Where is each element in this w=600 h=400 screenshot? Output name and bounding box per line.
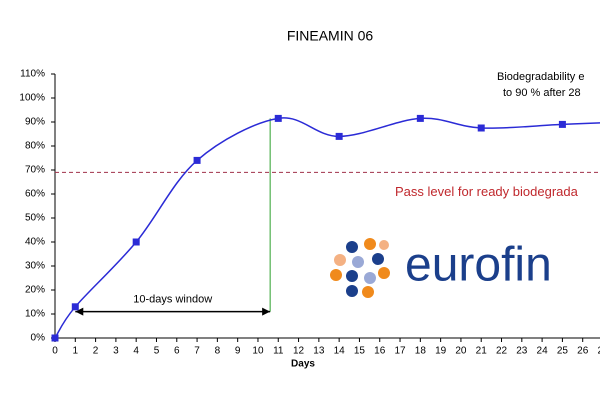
x-tick-label: 9 xyxy=(235,346,241,357)
x-tick-label: 2 xyxy=(93,346,99,357)
x-tick-label: 6 xyxy=(174,346,180,357)
y-tick-label: 10% xyxy=(25,309,45,320)
x-tick-label: 18 xyxy=(415,346,427,357)
pass-level-label: Pass level for ready biodegrada xyxy=(395,184,579,199)
logo-text: eurofin xyxy=(405,239,552,292)
y-tick-label: 20% xyxy=(25,285,45,296)
chart-title: FINEAMIN 06 xyxy=(287,28,374,44)
annotation: to 90 % after 28 xyxy=(503,87,581,99)
x-axis-label: Days xyxy=(291,359,315,370)
x-tick-label: 16 xyxy=(374,346,386,357)
x-tick-label: 13 xyxy=(313,346,325,357)
x-tick-label: 7 xyxy=(194,346,200,357)
y-tick-label: 100% xyxy=(19,93,45,104)
series-line xyxy=(54,117,600,339)
y-tick-label: 70% xyxy=(25,165,45,176)
x-tick-label: 26 xyxy=(577,346,589,357)
x-tick-label: 24 xyxy=(537,346,549,357)
window-label: 10-days window xyxy=(133,294,212,306)
data-point xyxy=(132,238,140,246)
x-tick-label: 27 xyxy=(597,346,600,357)
x-tick-label: 1 xyxy=(73,346,79,357)
y-tick-label: 50% xyxy=(25,213,45,224)
x-tick-label: 15 xyxy=(354,346,366,357)
data-point xyxy=(335,132,343,140)
data-point xyxy=(416,114,424,122)
x-tick-label: 3 xyxy=(113,346,119,357)
y-tick-label: 40% xyxy=(25,237,45,248)
x-tick-label: 10 xyxy=(252,346,264,357)
x-tick-label: 23 xyxy=(516,346,528,357)
x-tick-label: 21 xyxy=(476,346,488,357)
y-tick-label: 0% xyxy=(31,333,46,344)
x-tick-label: 22 xyxy=(496,346,508,357)
data-point xyxy=(71,303,79,311)
data-point xyxy=(274,114,282,122)
x-tick-label: 17 xyxy=(394,346,406,357)
annotation: Biodegradability e xyxy=(497,71,584,83)
x-tick-label: 11 xyxy=(273,346,284,357)
x-tick-label: 0 xyxy=(52,346,58,357)
x-tick-label: 25 xyxy=(557,346,569,357)
logo-mark xyxy=(330,238,390,298)
x-tick-label: 5 xyxy=(154,346,160,357)
x-tick-label: 8 xyxy=(215,346,221,357)
x-tick-label: 20 xyxy=(455,346,467,357)
x-tick-label: 19 xyxy=(435,346,447,357)
data-point xyxy=(51,334,59,342)
data-point xyxy=(477,124,485,132)
x-tick-label: 14 xyxy=(334,346,346,357)
x-tick-label: 4 xyxy=(133,346,139,357)
y-tick-label: 90% xyxy=(25,117,45,128)
y-tick-label: 60% xyxy=(25,189,45,200)
x-tick-label: 12 xyxy=(293,346,305,357)
y-tick-label: 80% xyxy=(25,141,45,152)
data-point xyxy=(193,156,201,164)
y-tick-label: 110% xyxy=(20,69,45,80)
y-tick-label: 30% xyxy=(25,261,45,272)
data-point xyxy=(558,120,566,128)
